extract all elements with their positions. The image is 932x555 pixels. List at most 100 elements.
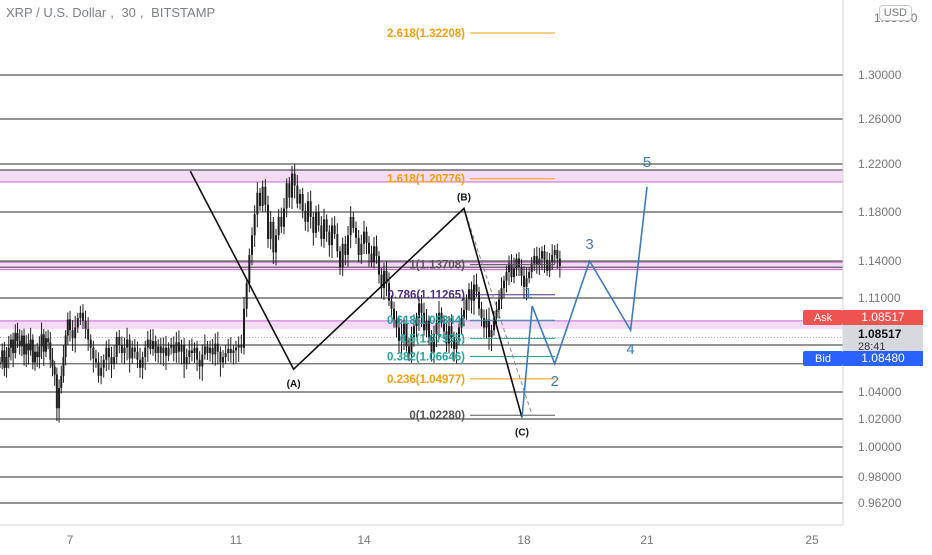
time-tick-label: 18 bbox=[517, 533, 531, 547]
currency-button[interactable]: USD bbox=[878, 5, 912, 21]
candle-body bbox=[232, 350, 235, 354]
candle-body bbox=[3, 350, 6, 368]
candle-body bbox=[285, 183, 288, 209]
candle-body bbox=[167, 347, 170, 356]
candle-body bbox=[154, 340, 157, 354]
candle-body bbox=[206, 346, 209, 354]
candle-body bbox=[12, 339, 15, 354]
impulse-wave-label: 1 bbox=[524, 285, 532, 302]
price-axis-bg bbox=[843, 0, 932, 550]
fib-level-label: 0(1.02280) bbox=[409, 410, 465, 422]
ask-label-box bbox=[803, 310, 843, 325]
candle-body bbox=[237, 345, 240, 348]
candle-body bbox=[393, 308, 395, 320]
candle-body bbox=[415, 318, 418, 327]
candle-body bbox=[55, 374, 58, 409]
fib-trend-line bbox=[463, 208, 533, 416]
candle-body bbox=[87, 328, 90, 340]
candle-body bbox=[368, 242, 370, 254]
candle-body bbox=[325, 219, 328, 232]
candle-body bbox=[115, 336, 118, 358]
candle-body bbox=[385, 270, 388, 284]
candle-body bbox=[307, 201, 309, 222]
candle-body bbox=[558, 258, 561, 266]
candle-body bbox=[339, 251, 341, 268]
candle-body bbox=[304, 210, 307, 222]
price-tick-label: 1.30000 bbox=[858, 68, 902, 82]
price-tick-label: 1.00000 bbox=[858, 440, 902, 454]
candle-body bbox=[408, 346, 410, 355]
fib-level-label: 1.618(1.20776) bbox=[387, 174, 465, 186]
candle-body bbox=[551, 254, 554, 263]
candle-body bbox=[540, 251, 543, 259]
candle-body bbox=[465, 299, 468, 311]
impulse-wave-label: 2 bbox=[551, 373, 559, 390]
candle-body bbox=[18, 340, 21, 347]
candle-body bbox=[224, 353, 227, 358]
current-price-box bbox=[843, 325, 923, 353]
candle-body bbox=[76, 318, 79, 328]
candle-body bbox=[423, 312, 425, 331]
candle-body bbox=[71, 330, 74, 339]
candle-body bbox=[162, 347, 165, 354]
candle-body bbox=[229, 349, 232, 354]
candle-body bbox=[38, 346, 41, 358]
candle-body bbox=[453, 336, 455, 350]
candle-body bbox=[107, 347, 110, 358]
candle-body bbox=[42, 334, 45, 352]
candle-body bbox=[291, 173, 293, 198]
symbol-name: XRP / U.S. Dollar bbox=[6, 5, 107, 20]
candle-body bbox=[280, 216, 283, 227]
candle-body bbox=[505, 272, 508, 281]
interval-label: 30 bbox=[121, 5, 136, 20]
candle-body bbox=[201, 354, 204, 367]
candle-body bbox=[131, 347, 134, 359]
candle-body bbox=[16, 332, 19, 341]
candle-body bbox=[23, 335, 26, 355]
candle-body bbox=[113, 357, 116, 364]
candle-body bbox=[283, 208, 285, 227]
candle-body bbox=[405, 323, 408, 347]
candle-body bbox=[58, 387, 61, 409]
candle-body bbox=[31, 339, 34, 363]
candle-body bbox=[523, 275, 525, 287]
candle-body bbox=[64, 335, 67, 358]
candle-body bbox=[473, 284, 475, 301]
candle-body bbox=[152, 340, 154, 350]
candle-body bbox=[510, 263, 513, 278]
candle-body bbox=[74, 327, 77, 339]
candle-body bbox=[193, 347, 196, 354]
impulse-projection-line bbox=[521, 186, 648, 418]
candle-body bbox=[100, 367, 103, 376]
candle-body bbox=[483, 318, 485, 328]
candle-body bbox=[157, 346, 160, 354]
candle-body bbox=[331, 225, 333, 246]
candle-body bbox=[398, 327, 400, 341]
current-price-value: 1.08517 bbox=[858, 327, 902, 341]
resistance-band-upper bbox=[0, 170, 843, 182]
wave-label: (A) bbox=[287, 379, 301, 390]
candle-body bbox=[190, 350, 193, 354]
candle-body bbox=[493, 318, 495, 331]
candle-body bbox=[413, 326, 415, 337]
candle-body bbox=[503, 280, 505, 289]
price-tick-label: 1.18000 bbox=[858, 205, 902, 219]
candle-body bbox=[299, 194, 301, 204]
candle-body bbox=[81, 312, 84, 321]
candle-body bbox=[450, 326, 453, 337]
time-tick-label: 11 bbox=[230, 533, 243, 547]
candle-body bbox=[428, 320, 430, 337]
candle-body bbox=[128, 339, 131, 359]
candle-body bbox=[267, 204, 269, 239]
candle-body bbox=[198, 359, 201, 367]
candle-body bbox=[455, 339, 458, 350]
candle-body bbox=[478, 291, 480, 309]
candle-body bbox=[0, 362, 1, 364]
candle-body bbox=[222, 357, 225, 363]
candle-body bbox=[60, 375, 63, 388]
candle-body bbox=[146, 339, 149, 348]
candle-body bbox=[463, 310, 465, 319]
